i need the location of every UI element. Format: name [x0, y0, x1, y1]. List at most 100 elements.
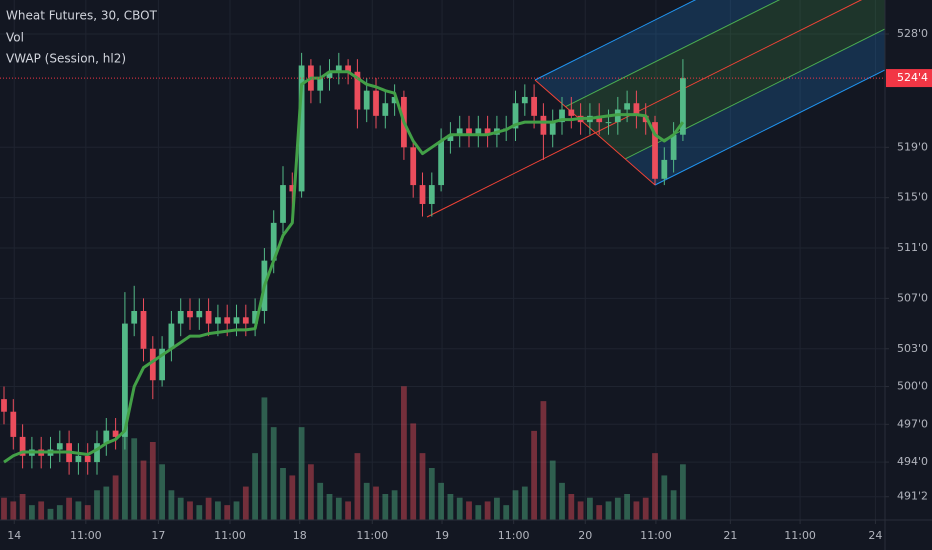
candle-body [596, 115, 603, 123]
y-tick-label: 494'0 [897, 455, 928, 468]
x-tick-label: 11:00 [640, 529, 672, 542]
volume-bar [521, 486, 528, 520]
x-tick-label: 21 [723, 529, 737, 542]
candle-body [456, 128, 463, 135]
candle-body [84, 455, 91, 463]
x-tick-label: 11:00 [498, 529, 530, 542]
candle-body [94, 443, 100, 463]
candle-body [56, 443, 63, 450]
volume-bar [559, 482, 565, 520]
volume-bar [382, 494, 389, 520]
volume-bar [335, 497, 342, 520]
volume-bar [326, 494, 333, 520]
volume-bar [345, 501, 351, 520]
x-tick-label: 11:00 [356, 529, 388, 542]
volume-bar [187, 501, 193, 520]
candle-body [549, 122, 556, 135]
last-price-label: 524'4 [897, 71, 928, 84]
candle-body [168, 323, 175, 349]
volume-bar [233, 501, 240, 520]
volume-bar [19, 494, 26, 520]
volume-bar [605, 501, 612, 520]
volume-bar [373, 486, 379, 520]
volume-bar [84, 505, 91, 520]
vwap-legend: VWAP (Session, hl2) [6, 52, 126, 66]
volume-bar [661, 475, 668, 520]
candle-body [242, 317, 249, 324]
volume-legend: Vol [6, 31, 24, 45]
channel-edge-line [534, 79, 656, 186]
candle-body [10, 411, 17, 437]
volume-bar [531, 430, 537, 520]
volume-bar [38, 501, 45, 520]
y-tick-label: 528'0 [897, 27, 928, 40]
candle-body [298, 65, 305, 192]
candle-body [512, 103, 519, 129]
candle-body [215, 317, 221, 324]
candle-body [177, 310, 184, 324]
volume-bar [642, 497, 649, 520]
candle-body [205, 310, 212, 324]
candle-body [633, 103, 640, 116]
x-tick-label: 14 [7, 529, 21, 542]
volume-bar [652, 453, 658, 520]
volume-bar [215, 501, 221, 520]
candle-body [680, 78, 686, 135]
last-price-tag [886, 69, 932, 88]
volume-bar [466, 501, 472, 520]
volume-bar [56, 505, 63, 520]
volume-bar [168, 490, 175, 520]
candle-body [103, 430, 110, 444]
volume-bar [447, 494, 454, 520]
volume-bar [149, 442, 156, 520]
volume-bar [10, 501, 17, 520]
volume-bar [270, 427, 277, 520]
volume-bar [317, 482, 324, 520]
volume-bar [596, 505, 603, 520]
y-tick-label: 507'0 [897, 291, 928, 304]
candle-body [187, 310, 193, 318]
candle-body [363, 90, 370, 110]
volume-bar [252, 453, 258, 520]
volume-bar [438, 482, 444, 520]
candle-body [224, 317, 231, 324]
chart-title: Wheat Futures, 30, CBOT [6, 9, 158, 23]
candle-body [345, 65, 351, 72]
candle-body [531, 96, 537, 116]
candle-body [149, 348, 156, 381]
y-tick-label: 500'0 [897, 380, 928, 393]
y-tick-label: 511'0 [897, 241, 928, 254]
volume-bar [614, 497, 621, 520]
volume-bar [131, 438, 138, 520]
y-tick-label: 519'0 [897, 140, 928, 153]
candle-body [131, 310, 138, 324]
volume-bar [475, 505, 482, 520]
channel-lower-band [625, 29, 885, 185]
candle-body [289, 185, 296, 192]
overlay [0, 70, 885, 464]
candle-body [447, 134, 454, 142]
volume-bar [670, 490, 677, 520]
volume-bar [549, 460, 556, 520]
x-tick-label: 11:00 [214, 529, 246, 542]
channel-center-line [426, 0, 863, 218]
candle-body [438, 141, 444, 186]
y-tick-label: 515'0 [897, 191, 928, 204]
volume-bar [680, 464, 686, 520]
volume-bar [503, 505, 510, 520]
x-tick-label: 17 [151, 529, 165, 542]
volume-bar [624, 494, 630, 520]
candle-body [521, 96, 528, 104]
volume-bar [75, 501, 82, 520]
volume-bar [540, 401, 547, 520]
candle-body [410, 147, 417, 186]
volume-bar [428, 468, 435, 520]
volume-bar [633, 501, 640, 520]
volume-bar [159, 464, 165, 520]
volume-bar [419, 453, 426, 520]
channel-lower-line [654, 69, 885, 186]
volume-bar [577, 501, 584, 520]
volume-bar [196, 505, 203, 520]
y-tick-label: 491'2 [897, 490, 928, 503]
